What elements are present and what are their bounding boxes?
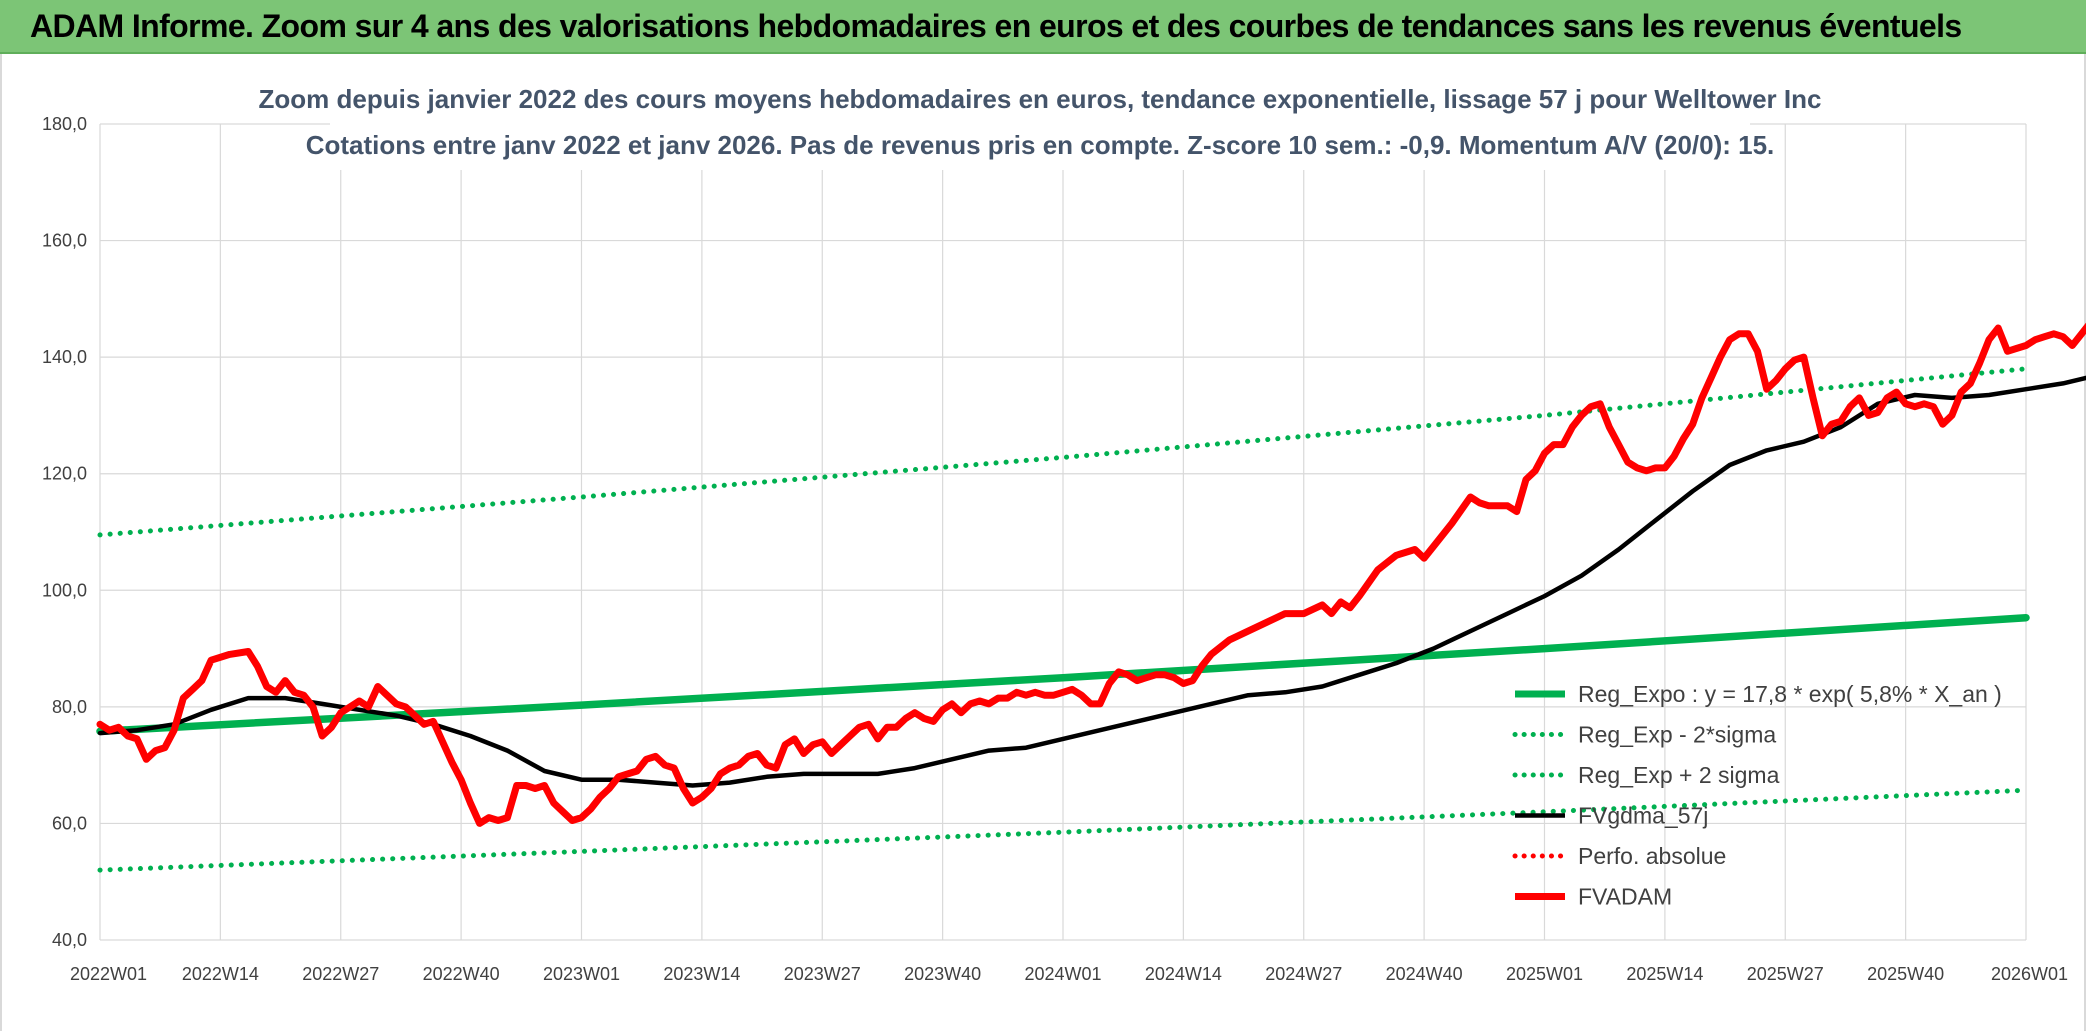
legend-label: Perfo. absolue: [1578, 843, 1726, 869]
x-tick-label: 2023W14: [663, 964, 740, 984]
y-tick-label: 160,0: [42, 231, 87, 251]
x-tick-label: 2022W27: [302, 964, 379, 984]
header-banner: ADAM Informe. Zoom sur 4 ans des valoris…: [0, 0, 2086, 54]
y-tick-label: 140,0: [42, 347, 87, 367]
x-tick-label: 2023W27: [784, 964, 861, 984]
legend-label: Reg_Exp - 2*sigma: [1578, 722, 1776, 748]
x-tick-label: 2023W40: [904, 964, 981, 984]
y-tick-label: 40,0: [52, 930, 87, 950]
chart-frame: [0, 54, 2086, 1031]
chart-legend: Reg_Expo : y = 17,8 * exp( 5,8% * X_an )…: [1512, 681, 2002, 910]
legend-label: FVADAM: [1578, 884, 1672, 910]
legend-label: Reg_Exp + 2 sigma: [1578, 762, 1780, 788]
x-tick-label: 2025W01: [1506, 964, 1583, 984]
x-tick-label: 2024W40: [1386, 964, 1463, 984]
chart-title: Zoom depuis janvier 2022 des cours moyen…: [259, 84, 1822, 114]
x-tick-label: 2024W14: [1145, 964, 1222, 984]
x-axis-ticks: 2022W01 2022W14 2022W27 2022W40 2023W01 2023W…: [70, 964, 2068, 984]
series-line-5: [96, 322, 2086, 827]
x-tick-label: 2024W27: [1265, 964, 1342, 984]
chart-series: [96, 322, 2086, 873]
series-line-0: [96, 613, 2030, 736]
x-tick-label: 2022W40: [423, 964, 500, 984]
y-tick-label: 60,0: [52, 813, 87, 833]
legend-label: Reg_Expo : y = 17,8 * exp( 5,8% * X_an ): [1578, 681, 2002, 707]
x-tick-label: 2026W01: [1991, 964, 2068, 984]
chart-subtitle: Cotations entre janv 2022 et janv 2026. …: [306, 130, 1775, 160]
series-line-1: [97, 787, 2029, 873]
y-tick-label: 80,0: [52, 697, 87, 717]
legend-label: FVgdma_57j: [1578, 803, 1708, 829]
series-line-3: [97, 375, 2086, 788]
y-tick-label: 100,0: [42, 580, 87, 600]
x-tick-label: 2022W14: [182, 964, 259, 984]
chart-grid: [99, 123, 2027, 941]
x-tick-label: 2025W27: [1747, 964, 1824, 984]
x-tick-label: 2022W01: [70, 964, 147, 984]
x-tick-label: 2025W14: [1626, 964, 1703, 984]
series-line-2: [97, 366, 2029, 538]
y-tick-label: 120,0: [42, 464, 87, 484]
y-axis-ticks: 40,0 60,0 80,0 100,0 120,0 140,0 160,0 180,0: [42, 114, 87, 950]
x-tick-label: 2024W01: [1024, 964, 1101, 984]
page-title: ADAM Informe. Zoom sur 4 ans des valoris…: [30, 8, 1962, 44]
chart-title-background: [330, 78, 1750, 170]
x-tick-label: 2023W01: [543, 964, 620, 984]
chart-title-group: Zoom depuis janvier 2022 des cours moyen…: [259, 78, 1822, 170]
x-tick-label: 2025W40: [1867, 964, 1944, 984]
y-tick-label: 180,0: [42, 114, 87, 134]
